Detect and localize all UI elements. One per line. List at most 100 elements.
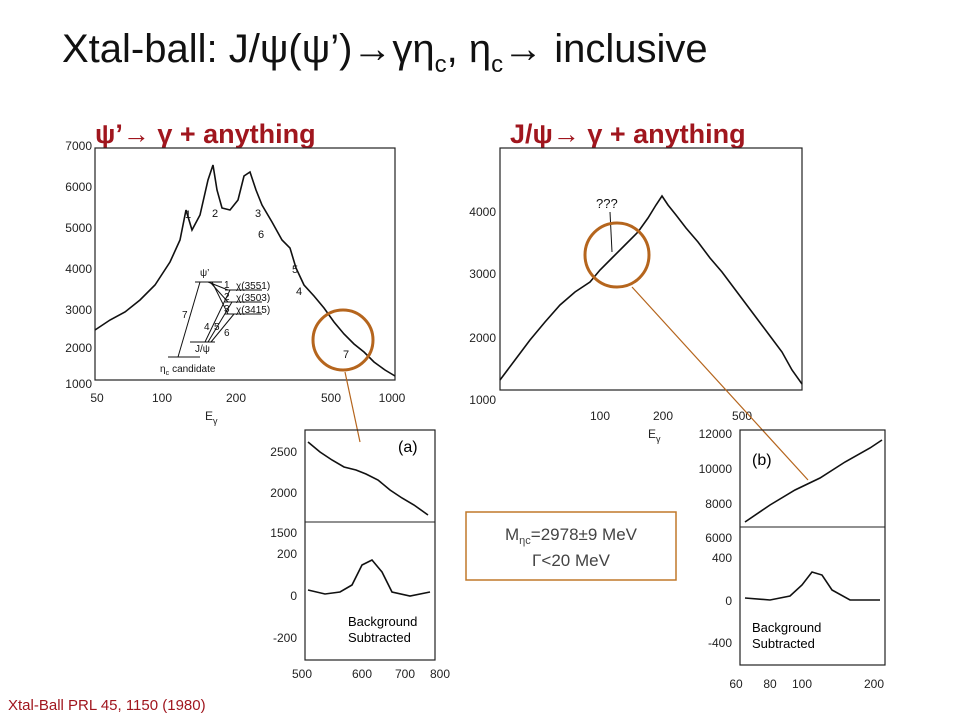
peak-labels: 1 2 3 6 5 4 7 [185,208,349,361]
level-number: 6 [224,328,230,339]
right-heading: J/ψ→ γ + anything [510,119,746,149]
label: candidate [172,364,216,375]
tick: 3000 [469,267,496,281]
inset-note: Subtracted [752,636,815,651]
label: E [648,427,656,441]
inset-note: Background [752,620,821,635]
inset-a-xticks: 500 600 700 800 [292,667,450,681]
right-xticks: 100 200 500 [590,409,752,423]
left-xlabel: Eγ [205,409,218,426]
level-label: χ(3503) [236,293,270,304]
left-heading: ψ’→ γ + anything [95,119,316,149]
inset-a-residual [307,559,431,597]
title-part: , η [447,27,491,71]
inset-b-residual [744,571,880,601]
tick: -400 [708,636,732,650]
result-box [465,511,677,581]
tick: 1500 [270,526,297,540]
tick: 0 [290,589,297,603]
tick: 2500 [270,445,297,459]
tick: 100 [792,677,812,691]
pointer [344,371,361,443]
slide-title: Xtal-ball: J/ψ(ψ’)→γηc, ηc→ inclusive [62,27,708,78]
level-label: J/ψ [195,344,210,355]
level-number: 5 [214,322,220,333]
transition [177,281,201,358]
tick: 200 [277,547,297,561]
peak: 3 [255,208,261,220]
level-diagram [168,281,262,358]
tick: 100 [152,391,172,405]
tick: 2000 [469,331,496,345]
tick: 2000 [65,341,92,355]
transition [210,313,235,343]
label-sub: γ [656,434,661,444]
peak: 1 [185,209,191,221]
tick: 80 [763,677,777,691]
transition [204,289,231,343]
tick: 600 [352,667,372,681]
tick: 6000 [65,180,92,194]
label: M [505,525,519,544]
level-number: 1 [224,280,230,291]
inset-note: Background [348,614,417,629]
footer: Xtal-Ball PRL 45, 1150 (1980) [8,697,206,714]
level-number: 7 [182,310,188,321]
peak: 2 [212,208,218,220]
inset-b-yticks: 12000 10000 8000 6000 400 0 -400 [699,427,733,650]
peak: 6 [258,229,264,241]
level-number: 3 [224,304,230,315]
title-part: Xtal-ball: J/ψ(ψ’)→γη [62,27,435,71]
level-label: χ(3551) [236,281,270,292]
title-sub: c [491,51,503,78]
label: E [205,409,213,423]
inset-tag: (a) [398,439,418,456]
tick: 200 [653,409,673,423]
transition [209,281,229,303]
tick: 2000 [270,486,297,500]
left-yticks: 7000 6000 5000 4000 3000 2000 1000 [65,139,92,391]
tick: 10000 [699,462,733,476]
result-width: Γ<20 MeV [532,551,611,570]
tick: 0 [725,594,732,608]
tick: 7000 [65,139,92,153]
title-sub: c [435,51,447,78]
label-sub: c [166,370,170,377]
title-part: → inclusive [503,27,708,71]
tick: 3000 [65,303,92,317]
result-mass: Mηc=2978±9 MeV [505,525,638,547]
inset-note: Subtracted [348,630,411,645]
label-sub: γ [213,416,218,426]
peak: 4 [296,286,302,298]
pointer [631,286,809,481]
highlight-circle [311,308,375,372]
tick: 4000 [65,262,92,276]
tick: -200 [273,631,297,645]
inset-b-xticks: 60 80 100 200 [729,677,884,691]
tick: 8000 [705,497,732,511]
level-labels: ψ’ χ(3551) χ(3503) χ(3415) J/ψ ηc candida… [160,268,270,377]
tick: 200 [226,391,246,405]
inset-a-data [307,441,429,516]
tick: 50 [90,391,104,405]
right-yticks: 4000 3000 2000 1000 [469,205,496,407]
level-number: 4 [204,322,210,333]
peak: 7 [343,349,349,361]
inset-a-yticks: 2500 2000 1500 200 0 -200 [270,445,297,645]
tick: 500 [321,391,341,405]
tick: 400 [712,551,732,565]
peak: 5 [292,264,298,276]
tick: 100 [590,409,610,423]
label: η [160,364,166,375]
left-spectrum [94,164,396,377]
annotation-arrow [609,211,613,253]
tick: 700 [395,667,415,681]
tick: 12000 [699,427,733,441]
inset-b-frame [739,429,886,666]
inset-a-frame [304,429,436,661]
highlight-circle [583,221,651,289]
level-label: χ(3415) [236,305,270,316]
level-label: ηc candidate [160,364,216,377]
transition [211,281,229,315]
